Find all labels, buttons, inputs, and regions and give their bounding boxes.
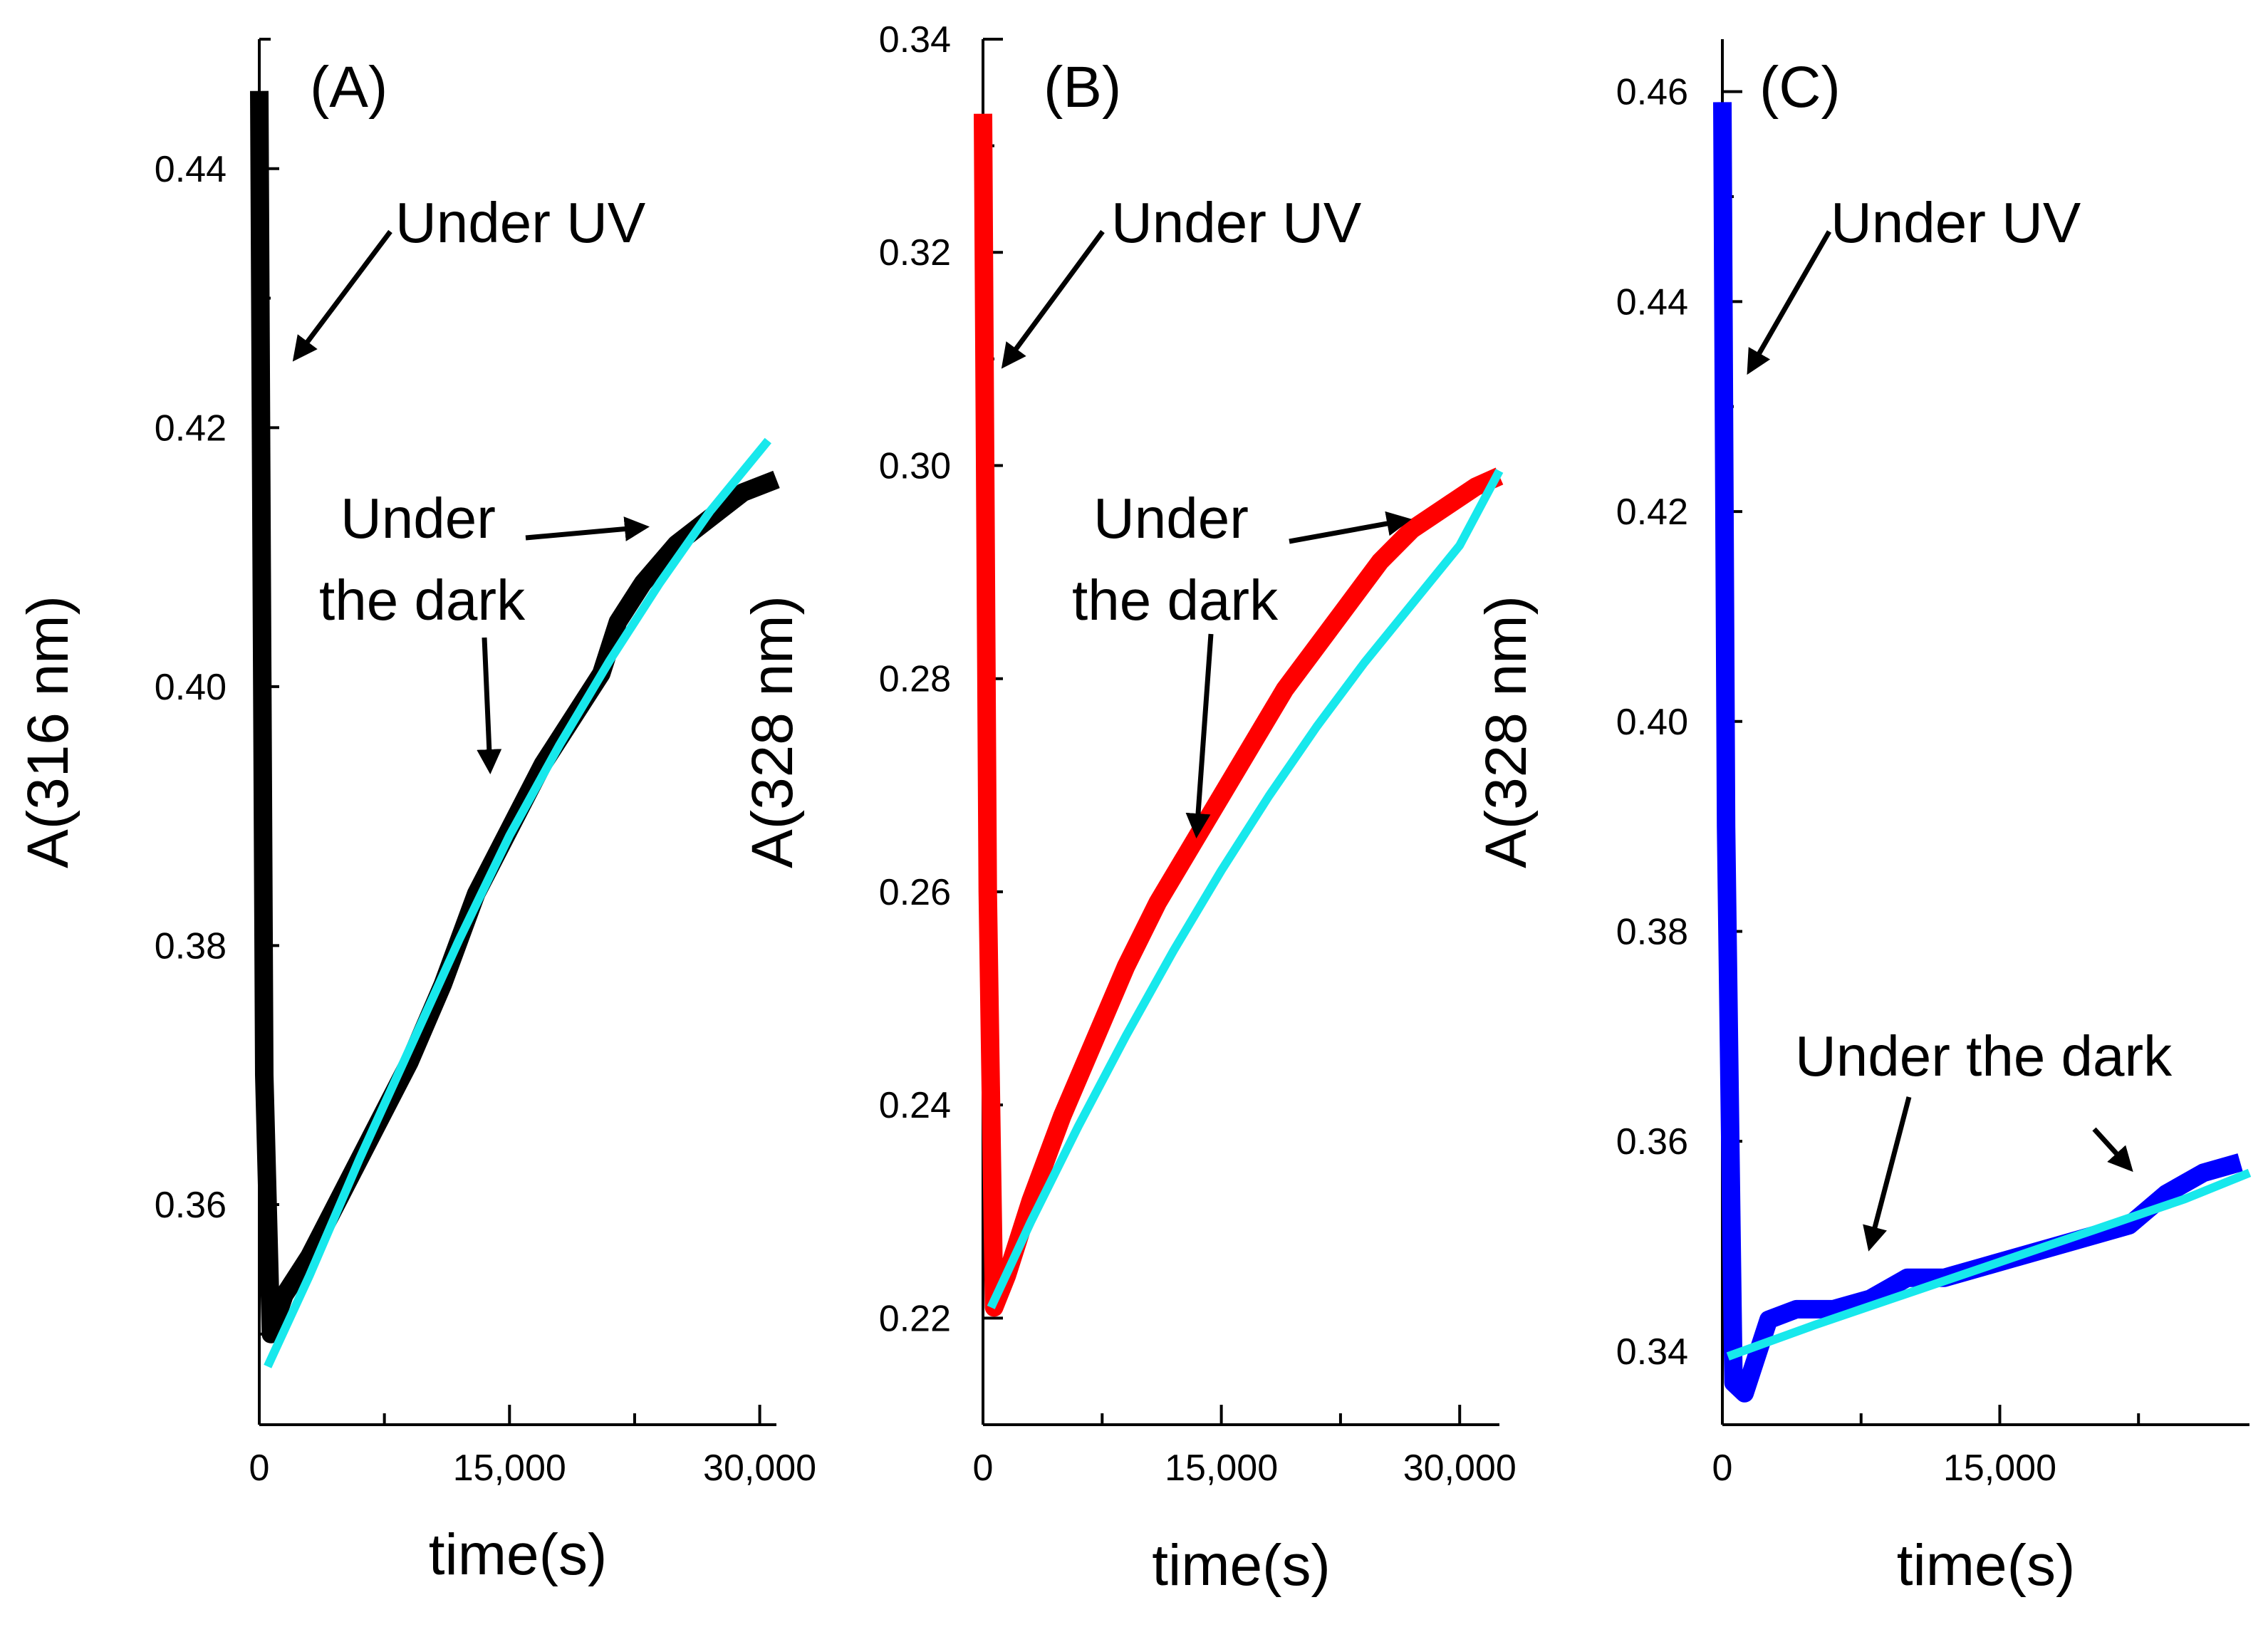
x-tick-label: 0 (249, 1448, 270, 1489)
y-tick-label: 0.34 (879, 19, 951, 61)
x-tick-label: 15,000 (1165, 1448, 1278, 1489)
x-tick-label: 0 (1712, 1448, 1733, 1489)
y-tick-label: 0.38 (1616, 911, 1688, 952)
annotation-arrow (525, 516, 650, 541)
y-tick-label: 0.44 (155, 149, 227, 190)
y-tick-label: 0.32 (879, 232, 951, 274)
x-axis-title: time(s) (1152, 1533, 1331, 1598)
annotation-label: the dark (319, 568, 526, 632)
series-fit-line (264, 437, 771, 1368)
annotation-label: Under UV (1111, 191, 1362, 254)
y-tick-label: 0.22 (879, 1298, 951, 1339)
chart-panel-1: 0.36 0.38 0.40 0.42 0.44 0 15,000 30,000 time(s)… (16, 38, 816, 1587)
y-tick-label: 0.46 (1616, 72, 1688, 113)
annotation-arrow (1289, 511, 1412, 544)
annotation-arrow (477, 637, 502, 774)
y-tick-label: 0.40 (1616, 702, 1688, 743)
y-tick-label: 0.40 (155, 667, 227, 708)
series-fit-line (1726, 1168, 2252, 1361)
series-measured-line (1713, 102, 2243, 1403)
panel-label: (A) (310, 55, 387, 120)
annotation-arrow (292, 229, 392, 362)
x-tick-label: 30,000 (703, 1448, 816, 1489)
annotation-label: the dark (1072, 568, 1279, 632)
y-axis-title: A(328 nm) (740, 596, 805, 868)
annotation-arrow (1001, 229, 1105, 369)
y-tick-label: 0.44 (1616, 281, 1688, 323)
y-tick-label: 0.30 (879, 445, 951, 487)
y-tick-label: 0.36 (1616, 1121, 1688, 1163)
panel-label: (B) (1044, 55, 1121, 120)
annotation-arrow (2092, 1127, 2133, 1173)
y-tick-label: 0.42 (155, 407, 227, 449)
annotation-label: Under UV (395, 191, 646, 254)
annotation-label: Under the dark (1795, 1024, 2173, 1088)
series-measured-line (250, 90, 780, 1343)
annotation-arrow (1185, 633, 1214, 838)
chart-panel-3: 0.34 0.36 0.38 0.40 0.42 0.44 0.46 0 15,000 time(… (1474, 39, 2252, 1598)
x-tick-label: 15,000 (453, 1448, 566, 1489)
series-fit-line (987, 469, 1504, 1309)
annotation-label: Under (340, 487, 496, 550)
y-tick-label: 0.36 (155, 1185, 227, 1226)
y-tick-label: 0.28 (879, 659, 951, 700)
annotation-label: Under (1093, 487, 1249, 550)
annotation-label: Under UV (1831, 191, 2081, 254)
x-axis-title: time(s) (429, 1522, 608, 1587)
annotation-arrow (1747, 230, 1832, 375)
x-tick-label: 15,000 (1943, 1448, 2056, 1489)
x-tick-label: 30,000 (1403, 1448, 1517, 1489)
y-tick-label: 0.26 (879, 872, 951, 913)
x-tick-label: 0 (973, 1448, 994, 1489)
y-tick-label: 0.24 (879, 1085, 951, 1126)
y-axis-title: A(316 nm) (16, 596, 80, 868)
y-axis-title: A(328 nm) (1474, 596, 1539, 868)
y-tick-label: 0.38 (155, 925, 227, 967)
y-tick-label: 0.42 (1616, 492, 1688, 533)
panel-label: (C) (1759, 55, 1841, 120)
y-tick-label: 0.34 (1616, 1331, 1688, 1373)
x-axis-title: time(s) (1897, 1533, 2076, 1598)
chart-panel-2: 0.22 0.24 0.26 0.28 0.30 0.32 0.34 0 15,000 30,00… (740, 19, 1517, 1598)
annotation-arrow (1863, 1096, 1912, 1252)
